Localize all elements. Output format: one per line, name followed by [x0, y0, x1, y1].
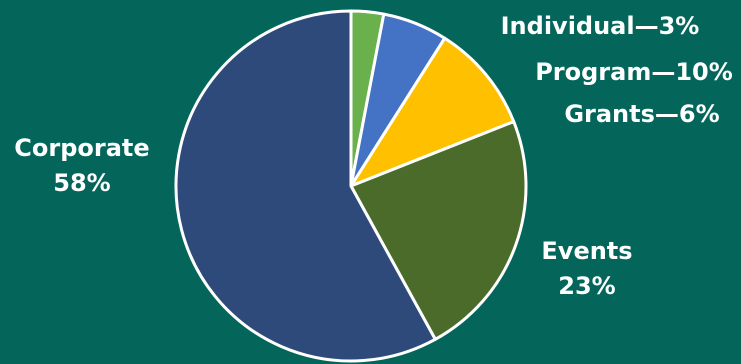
label-individual: Individual—3% [501, 12, 700, 40]
slice-program [349, 36, 516, 188]
label-grants: Grants—6% [564, 100, 719, 128]
label-program: Program—10% [535, 58, 733, 86]
slice-corporate [174, 9, 437, 363]
slice-events [349, 120, 528, 341]
pie-slices [174, 9, 528, 363]
label-corporate-percent: 58% [53, 169, 110, 197]
label-events-percent: 23% [558, 272, 615, 300]
label-events: Events [541, 237, 632, 265]
label-corporate: Corporate [14, 134, 149, 162]
